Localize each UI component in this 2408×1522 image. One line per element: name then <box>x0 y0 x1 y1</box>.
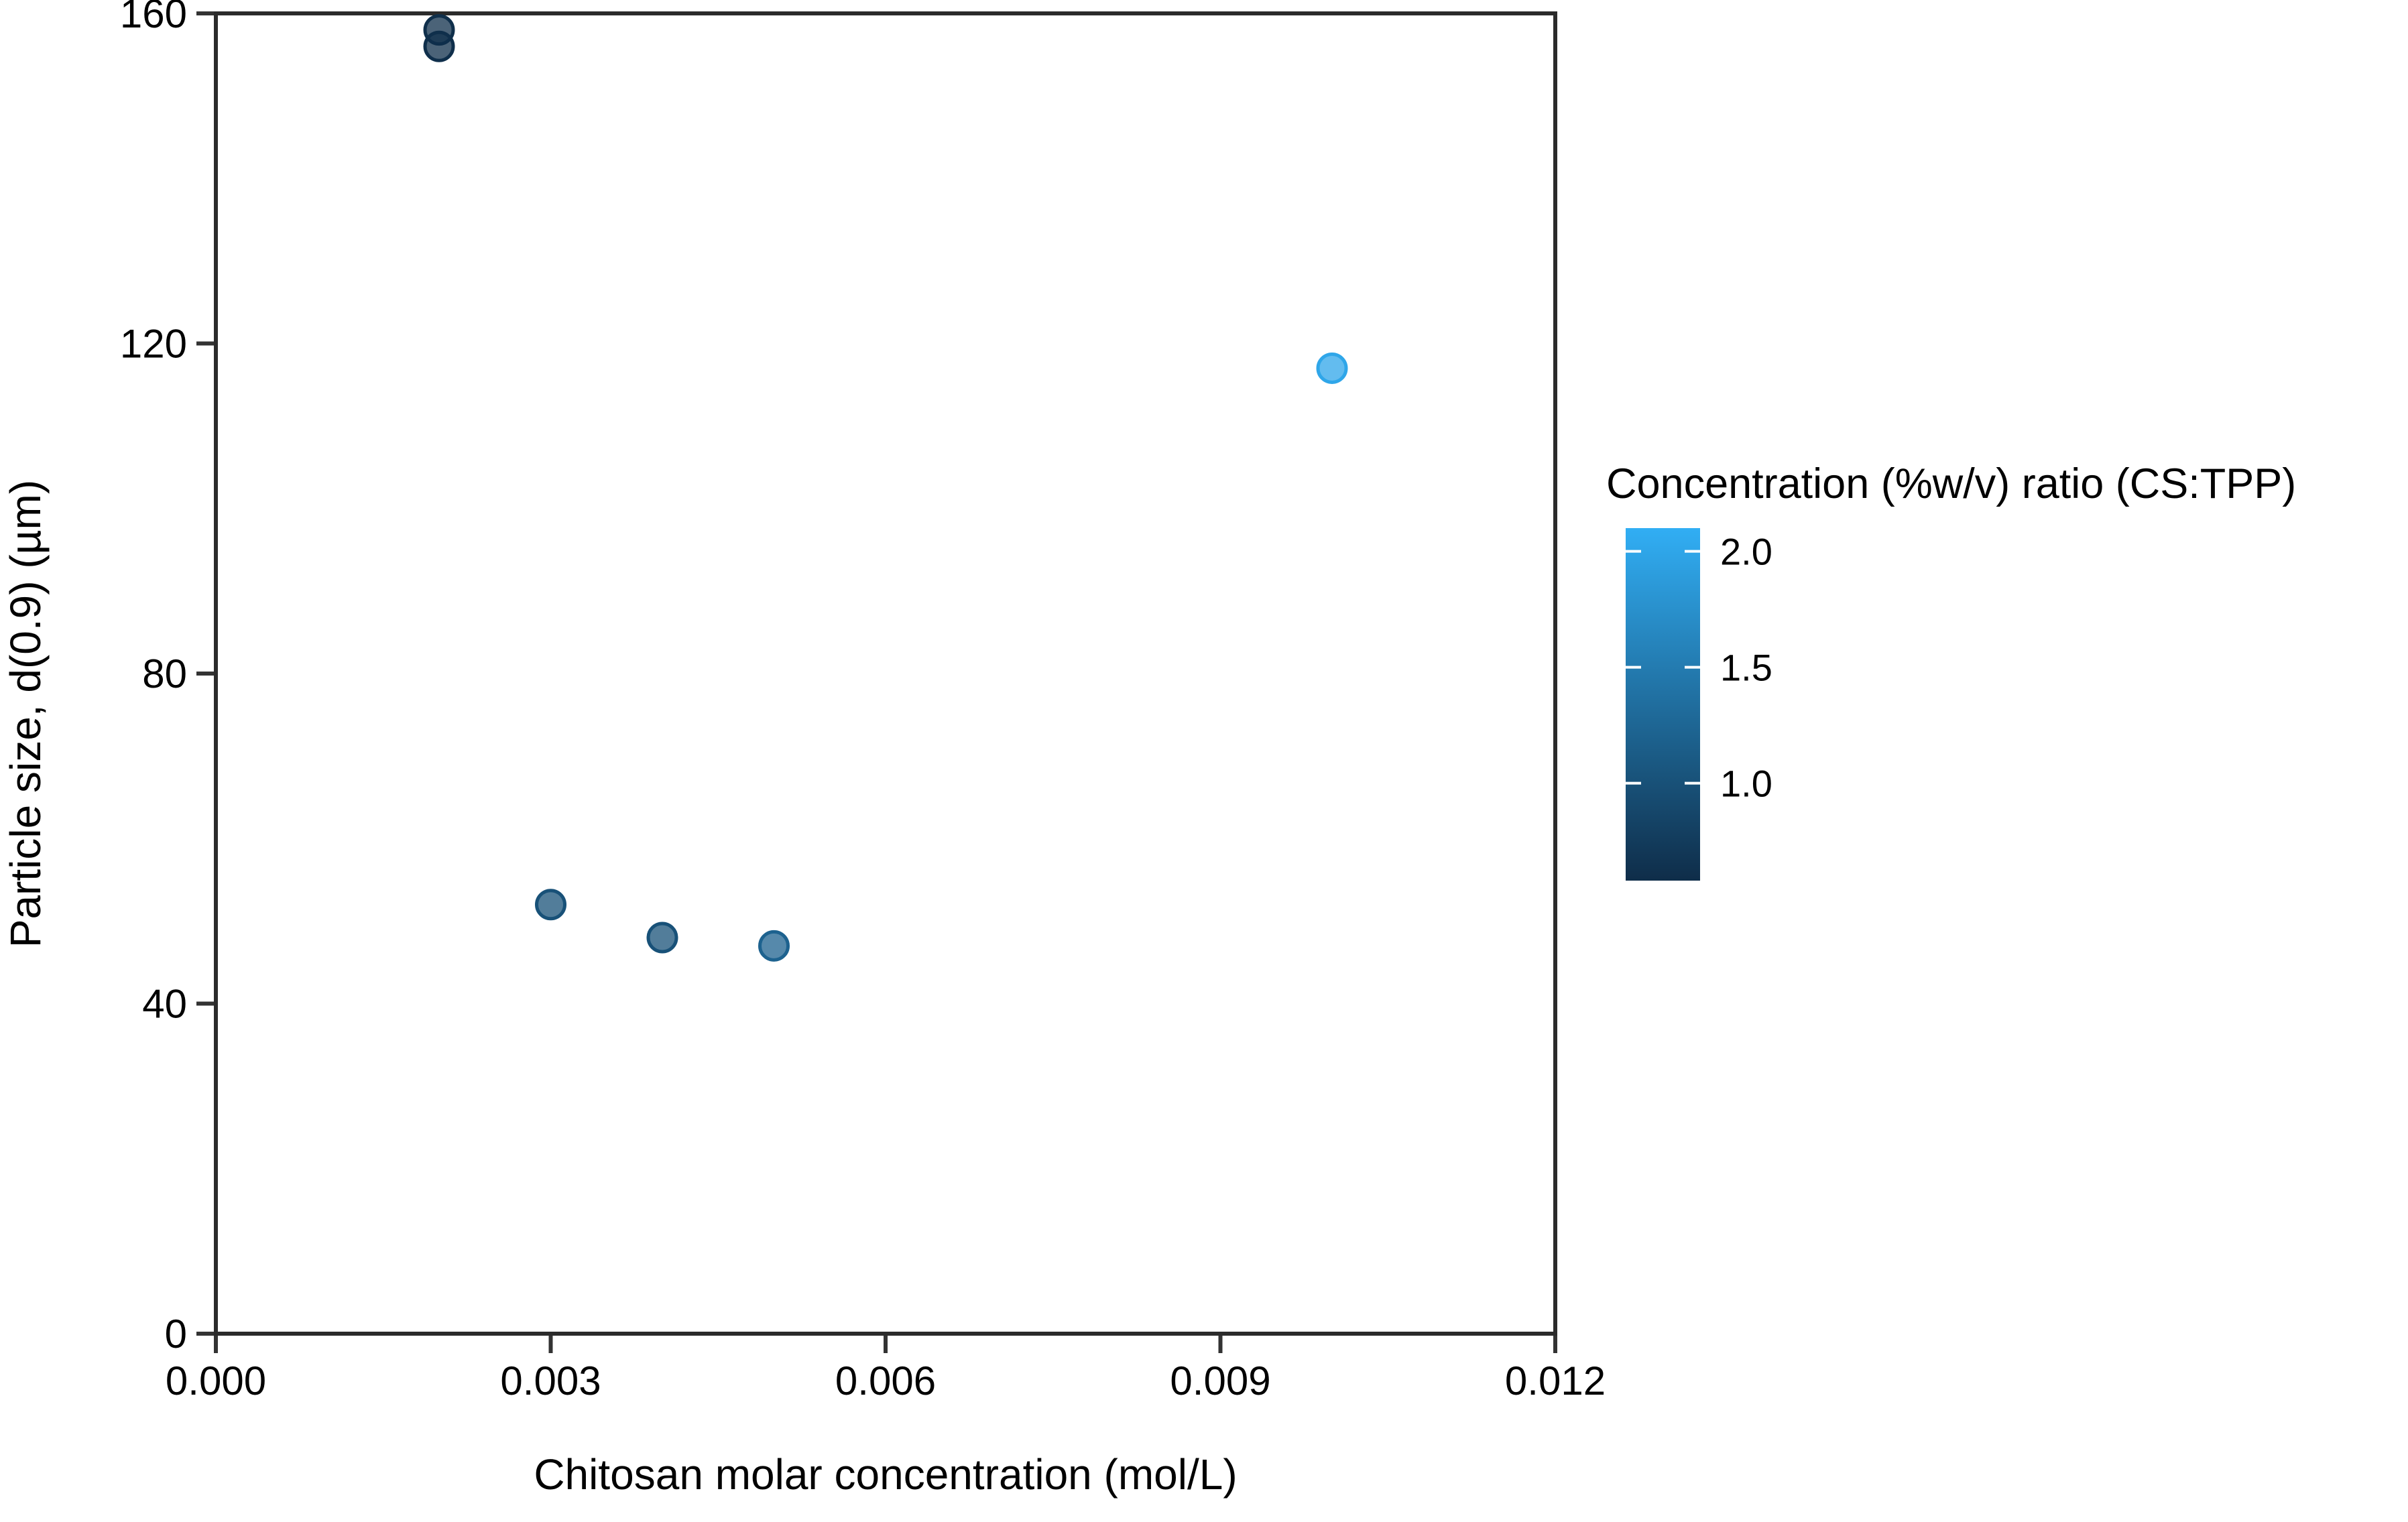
colorbar <box>1626 528 1700 881</box>
x-axis-title: Chitosan molar concentration (mol/L) <box>534 1450 1238 1499</box>
legend-title: Concentration (%w/v) ratio (CS:TPP) <box>1606 460 2297 507</box>
x-tick-label: 0.012 <box>1505 1358 1606 1403</box>
data-point <box>646 922 678 954</box>
colorbar-tick-label: 1.5 <box>1720 647 1772 689</box>
data-point <box>423 30 455 62</box>
panel-border <box>214 11 1557 1336</box>
y-tick-label: 160 <box>120 0 187 36</box>
colorbar-tick-label: 1.0 <box>1720 763 1772 805</box>
data-point <box>535 889 566 921</box>
y-tick-label: 80 <box>142 651 187 696</box>
x-tick-label: 0.003 <box>500 1358 601 1403</box>
data-point <box>1316 352 1348 384</box>
data-point <box>758 930 790 962</box>
x-tick-label: 0.000 <box>166 1358 266 1403</box>
y-axis-title: Particle size, d(0.9) (µm) <box>1 479 50 948</box>
colorbar-tick-label: 2.0 <box>1720 531 1772 573</box>
x-tick-label: 0.006 <box>835 1358 936 1403</box>
y-tick-label: 0 <box>165 1312 187 1356</box>
y-tick-label: 120 <box>120 322 187 367</box>
y-tick-label: 40 <box>142 982 187 1027</box>
x-tick-label: 0.009 <box>1170 1358 1270 1403</box>
